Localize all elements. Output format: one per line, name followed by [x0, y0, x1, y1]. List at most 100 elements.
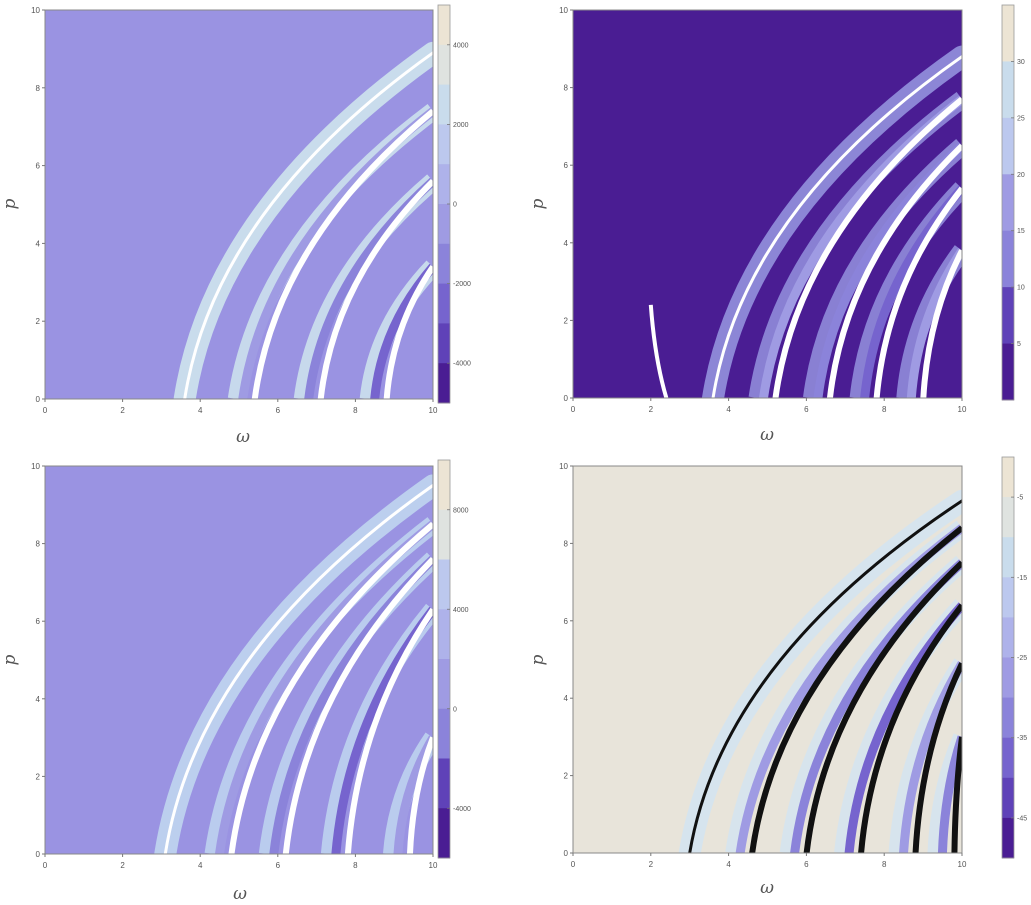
x-tick-label: 2: [120, 861, 125, 870]
branch-curve: [803, 560, 962, 853]
colorbar-tick-label: -35: [1017, 735, 1027, 742]
colorbar-band: [438, 708, 450, 759]
panel-2: 0 2 4 6 8 10 0 2 4 6 8 10 ω p 5 10 15 20 25 30: [528, 4, 1025, 445]
x-axis-label: ω: [233, 884, 247, 904]
colorbar-band: [438, 283, 450, 324]
x-tick-label: 2: [649, 405, 654, 414]
colorbar-tick-label: -25: [1017, 655, 1027, 662]
colorbar-band: [1002, 657, 1014, 699]
front-curve: [183, 51, 433, 399]
branch-curve: [826, 143, 962, 398]
branch-curve: [344, 607, 433, 854]
x-tick-label: 4: [726, 405, 731, 414]
colorbar-tick-label: 8000: [453, 507, 469, 514]
y-axis-label: p: [0, 198, 20, 209]
colorbar-band: [1002, 697, 1014, 739]
x-tick-label: 4: [198, 861, 203, 870]
x-tick-label: 8: [882, 860, 887, 869]
colorbar-band: [438, 460, 450, 511]
colorbar-band: [1002, 5, 1014, 62]
y-tick-label: 6: [36, 162, 41, 171]
colorbar: 5 10 15 20 25 30: [1001, 4, 1025, 401]
branch-curve: [772, 96, 962, 398]
colorbar-band: [1002, 537, 1014, 578]
colorbar-band: [1002, 117, 1014, 175]
y-tick-label: 8: [564, 539, 569, 548]
x-axis-label: ω: [760, 878, 774, 898]
x-tick-label: 6: [804, 860, 809, 869]
colorbar-tick-label: 4000: [453, 42, 469, 49]
plot-frame: [572, 465, 963, 854]
branch-curve: [858, 603, 962, 853]
colorbar-band: [1002, 737, 1014, 779]
panel-1: 0 2 4 6 8 10 0 2 4 6 8 10 ω p -4000 -2000 0 2000 4000: [0, 4, 471, 447]
spur-curve: [648, 304, 669, 398]
y-tick-label: 2: [564, 316, 569, 325]
y-tick-label: 2: [36, 772, 41, 781]
x-axis-label: ω: [236, 427, 250, 447]
x-tick-label: 2: [649, 860, 654, 869]
colorbar-band: [1002, 343, 1014, 401]
x-tick-label: 0: [571, 405, 576, 414]
colorbar-tick-label: -4000: [453, 806, 471, 813]
branch-curve: [251, 108, 433, 399]
x-tick-label: 8: [882, 405, 887, 414]
colorbar-tick-label: 0: [453, 202, 457, 209]
front-curve: [163, 483, 433, 854]
plot-frame: [44, 465, 434, 855]
x-tick-label: 8: [353, 861, 358, 870]
colorbar-band: [438, 124, 450, 165]
y-axis-label: p: [528, 198, 548, 209]
x-tick-label: 10: [429, 861, 438, 870]
colorbar-tick-label: 4000: [453, 607, 469, 614]
y-tick-label: 6: [36, 617, 41, 626]
x-tick-label: 2: [120, 406, 125, 415]
colorbar: -4000 -2000 0 2000 4000: [437, 4, 471, 404]
y-tick-label: 2: [564, 772, 569, 781]
colorbar-band: [1002, 817, 1014, 859]
y-tick-label: 0: [36, 850, 41, 859]
y-tick-label: 10: [31, 6, 40, 15]
colorbar-tick-label: -4000: [453, 361, 471, 368]
y-tick-label: 0: [564, 849, 569, 858]
y-axis-label: p: [528, 654, 548, 665]
colorbar-tick-label: 30: [1017, 59, 1025, 66]
colorbar-tick-label: 0: [453, 706, 457, 713]
colorbar-band: [1002, 497, 1014, 538]
front-curve: [711, 55, 962, 398]
y-tick-label: 4: [36, 239, 41, 248]
y-tick-label: 0: [564, 394, 569, 403]
colorbar-band: [438, 5, 450, 46]
plot-frame: [572, 9, 963, 399]
colorbar-frame: [1001, 4, 1015, 401]
colorbar-band: [438, 609, 450, 660]
colorbar-tick-label: 20: [1017, 172, 1025, 179]
colorbar-tick-label: 5: [1017, 341, 1021, 348]
branch-curve: [406, 736, 433, 854]
y-tick-label: 6: [564, 617, 569, 626]
branch-curve: [317, 179, 433, 399]
x-axis-label: ω: [760, 425, 774, 445]
y-tick-label: 6: [564, 161, 569, 170]
branch-curve: [920, 249, 962, 398]
branch-curve: [282, 557, 433, 854]
colorbar-band: [438, 164, 450, 205]
y-axis-label: p: [0, 654, 20, 665]
x-tick-label: 10: [429, 406, 438, 415]
colorbar-band: [1002, 777, 1014, 819]
colorbar: -4000 0 4000 8000: [437, 459, 471, 859]
branch-curve: [749, 525, 962, 853]
colorbar-tick-label: 10: [1017, 285, 1025, 292]
colorbar-band: [438, 758, 450, 809]
colorbar-tick-label: 25: [1017, 115, 1025, 122]
y-tick-label: 10: [31, 462, 40, 471]
y-tick-label: 2: [36, 317, 41, 326]
plot-frame: [44, 9, 434, 400]
branch-curve: [873, 186, 962, 398]
colorbar-band: [438, 659, 450, 710]
colorbar-band: [438, 808, 450, 859]
branch-curve: [228, 521, 433, 854]
branch-curve: [383, 265, 433, 399]
x-tick-label: 8: [353, 406, 358, 415]
